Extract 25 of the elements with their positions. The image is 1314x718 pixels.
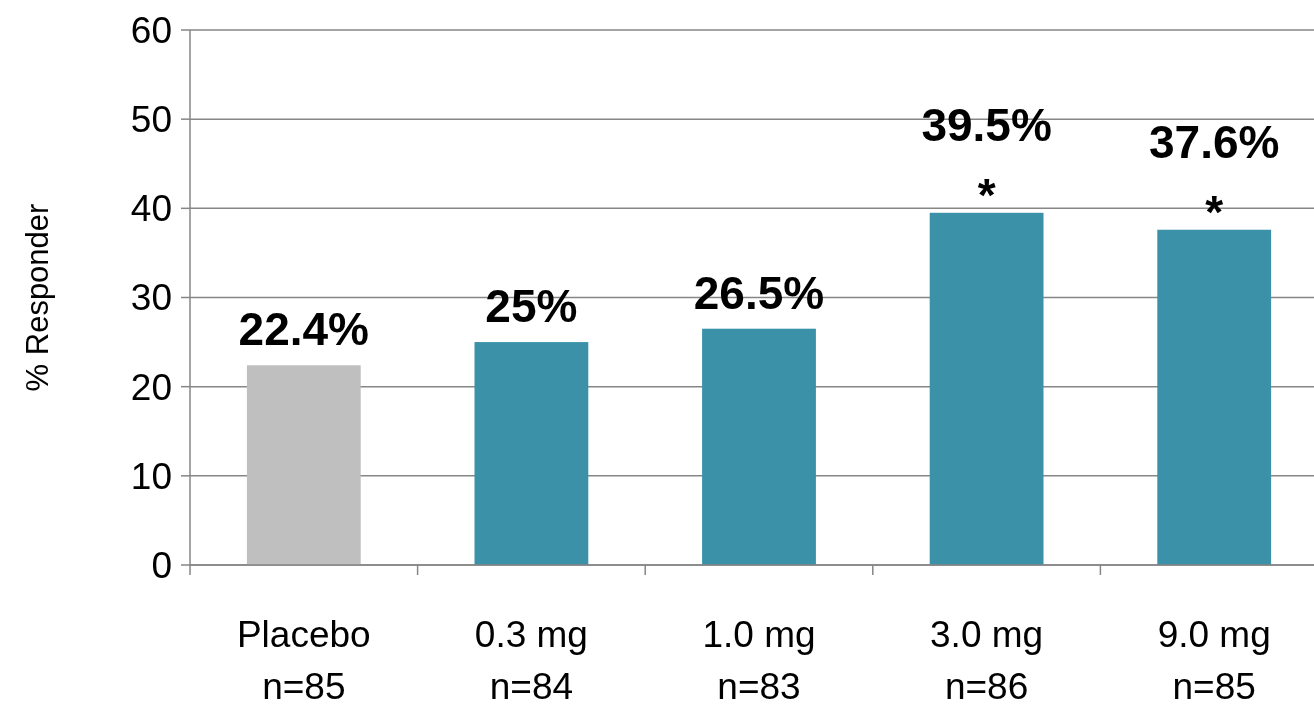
y-tick-label: 30 <box>130 277 172 319</box>
y-axis-title: % Responder <box>20 203 55 392</box>
bar <box>474 342 589 565</box>
bar <box>929 212 1044 565</box>
y-tick-label: 50 <box>130 99 172 141</box>
bar <box>246 365 361 565</box>
x-tick-label: Placebo n=85 <box>236 614 371 707</box>
annotation: * <box>977 168 996 221</box>
data-label: 26.5% <box>693 266 825 319</box>
x-tick-label: 3.0 mg n=86 <box>930 614 1044 707</box>
y-tick-label: 40 <box>130 188 172 230</box>
annotation: * <box>1205 185 1224 238</box>
x-tick-label: 1.0 mg n=83 <box>702 614 816 707</box>
data-label: 25% <box>485 280 578 333</box>
bar <box>702 328 816 565</box>
y-tick-label: 0 <box>151 544 172 586</box>
data-label: 39.5% <box>921 98 1052 151</box>
bar <box>1157 229 1272 565</box>
x-tick-label: 0.3 mg n=84 <box>474 614 588 707</box>
y-tick-label: 20 <box>130 366 172 408</box>
data-label: 22.4% <box>238 303 370 356</box>
data-label: 37.6% <box>1148 115 1280 168</box>
x-tick-label: 9.0 mg n=85 <box>1157 614 1271 707</box>
y-tick-label: 60 <box>130 9 172 51</box>
y-tick-label: 10 <box>130 455 172 497</box>
